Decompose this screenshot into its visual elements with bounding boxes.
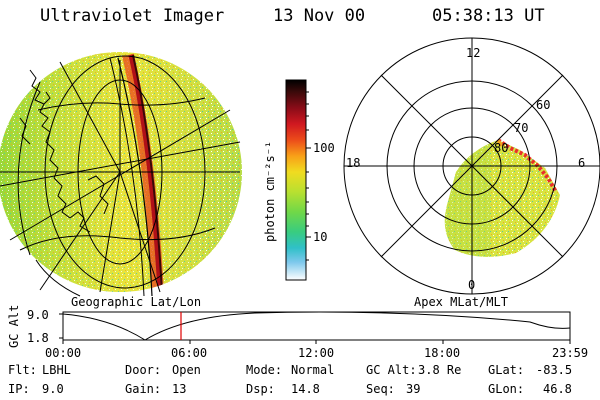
ip-label: IP: bbox=[8, 382, 30, 396]
glat-label: GLat: bbox=[488, 363, 525, 377]
instrument-title: Ultraviolet Imager bbox=[40, 6, 225, 26]
mlat-label-80: 80 bbox=[494, 141, 509, 155]
mlt-label-18: 18 bbox=[346, 156, 361, 170]
right-panel-caption: Apex MLat/MLT bbox=[414, 295, 508, 309]
seq-value: 39 bbox=[406, 382, 421, 396]
time-tick-1800: 18:00 bbox=[424, 346, 461, 360]
gain-label: Gain: bbox=[125, 382, 162, 396]
colorbar-unit-label: photon cm⁻²s⁻¹ bbox=[263, 140, 277, 242]
colorbar bbox=[285, 79, 311, 281]
flt-label: Flt: bbox=[8, 363, 37, 377]
glat-value: -83.5 bbox=[536, 363, 573, 377]
door-label: Door: bbox=[125, 363, 162, 377]
door-value: Open bbox=[172, 363, 201, 377]
dsp-label: Dsp: bbox=[246, 382, 275, 396]
colorbar-tick-10: 10 bbox=[313, 230, 328, 244]
colorbar-tick-100: 100 bbox=[313, 141, 335, 155]
time-tick-0600: 06:00 bbox=[171, 346, 208, 360]
mlat-label-60: 60 bbox=[536, 98, 551, 112]
observation-time: 05:38:13 UT bbox=[432, 6, 545, 26]
altitude-plot bbox=[59, 311, 571, 344]
earth-image bbox=[0, 52, 242, 297]
flt-value: LBHL bbox=[42, 363, 71, 377]
mode-value: Normal bbox=[291, 363, 335, 377]
mlt-label-12: 12 bbox=[466, 46, 481, 60]
altitude-ytick-1-8: 1.8 bbox=[27, 331, 49, 345]
mlat-label-70: 70 bbox=[514, 121, 529, 135]
dsp-value: 14.8 bbox=[291, 382, 320, 396]
time-tick-2359: 23:59 bbox=[552, 346, 589, 360]
time-tick-0000: 00:00 bbox=[45, 346, 82, 360]
mlt-label-0: 0 bbox=[468, 278, 476, 292]
observation-date: 13 Nov 00 bbox=[273, 6, 366, 26]
gc-alt-label: GC Alt: bbox=[366, 363, 417, 377]
ip-value: 9.0 bbox=[42, 382, 64, 396]
glon-label: GLon: bbox=[488, 382, 525, 396]
gc-alt-value: 3.8 Re bbox=[418, 363, 462, 377]
polar-plot bbox=[343, 37, 600, 295]
gain-value: 13 bbox=[172, 382, 187, 396]
left-panel-caption: Geographic Lat/Lon bbox=[71, 295, 202, 309]
mode-label: Mode: bbox=[246, 363, 283, 377]
mlt-label-6: 6 bbox=[578, 156, 586, 170]
altitude-ytick-9: 9.0 bbox=[27, 308, 49, 322]
time-tick-1200: 12:00 bbox=[298, 346, 335, 360]
seq-label: Seq: bbox=[366, 382, 395, 396]
glon-value: 46.8 bbox=[543, 382, 572, 396]
altitude-ylabel: GC Alt bbox=[7, 304, 21, 348]
